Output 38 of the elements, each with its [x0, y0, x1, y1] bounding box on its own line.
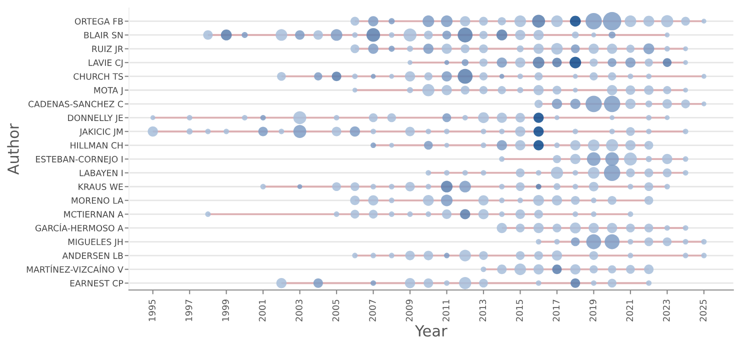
x-tick-label: 2015	[516, 300, 523, 322]
y-tick-label: ANDERSEN LB	[62, 252, 123, 259]
x-tick-label: 2009	[406, 300, 413, 322]
y-tick-label: EARNEST CP	[70, 280, 124, 287]
y-axis-title: Author	[7, 123, 19, 175]
x-tick-label: 2005	[332, 300, 340, 322]
y-tick-label: ORTEGA FB	[74, 18, 123, 25]
y-tick-label: KRAUS WE	[78, 184, 123, 190]
x-tick-label: 2025	[700, 300, 707, 322]
y-tick-label: CADENAS-SANCHEZ C	[28, 100, 123, 108]
x-tick-label: 2011	[442, 300, 450, 322]
y-tick-label: HILLMAN CH	[70, 142, 123, 149]
x-tick-label: 2017	[552, 300, 560, 322]
y-tick-label: DONNELLY JE	[68, 114, 123, 123]
y-tick-label: ESTEBAN-CORNEJO I	[36, 156, 123, 164]
x-tick-label: 2003	[296, 300, 302, 322]
y-tick-label: LAVIE CJ	[88, 59, 123, 68]
x-axis-title: Year	[414, 325, 448, 337]
x-tick-label: 2007	[369, 300, 376, 322]
y-tick-label: RUIZ JR	[92, 46, 124, 54]
y-tick-label: MCTIERNAN A	[64, 211, 124, 218]
y-tick-label: MARTÍNEZ-VIZCAÍNO V	[26, 264, 124, 273]
x-tick-label: 1997	[185, 300, 192, 322]
y-tick-label: LABAYEN I	[80, 170, 123, 176]
y-tick-label: JAKICIC JM	[79, 128, 123, 136]
y-tick-label: MOTA J	[94, 87, 123, 96]
x-tick-label: 2001	[258, 300, 266, 322]
x-tick-label: 2019	[590, 300, 596, 322]
x-tick-label: 2023	[662, 300, 670, 322]
x-tick-label: 2021	[626, 300, 634, 322]
x-tick-label: 1995	[148, 300, 156, 322]
x-tick-label: 2013	[479, 300, 486, 322]
x-tick-label: 1999	[222, 300, 229, 322]
y-tick-label: CHURCH TS	[74, 73, 123, 80]
y-tick-label: BLAIR SN	[84, 32, 123, 38]
y-tick-label: MORENO LA	[72, 197, 124, 204]
y-tick-label: GARCÍA-HERMOSO A	[35, 223, 124, 232]
y-tick-label: MIGUELES JH	[68, 238, 123, 247]
